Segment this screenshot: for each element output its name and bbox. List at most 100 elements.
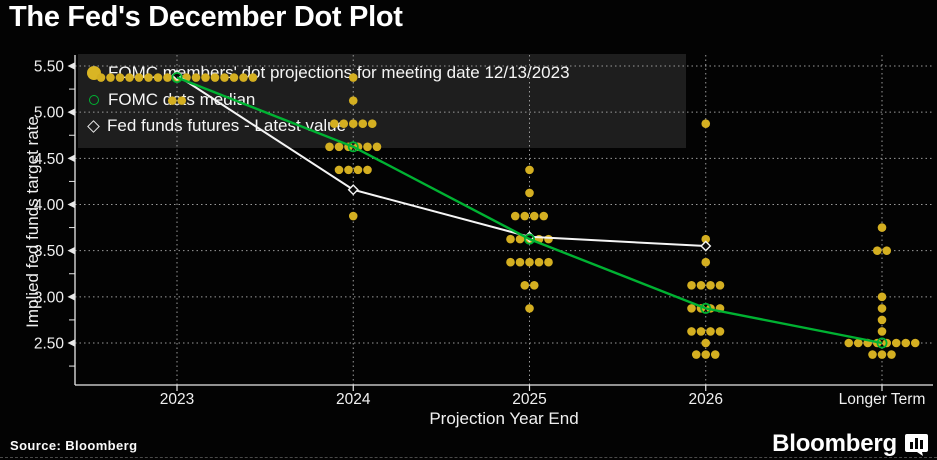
fomc-projection-dot: [715, 327, 725, 336]
median-circle-marker: [700, 302, 712, 314]
fomc-projection-dot: [153, 73, 163, 82]
median-circle-marker-icon: [89, 95, 99, 105]
fomc-projection-dot: [201, 73, 210, 82]
median-circle-marker: [876, 337, 888, 349]
fomc-projection-dot: [877, 304, 887, 313]
y-tick-label: 3.00: [34, 289, 65, 306]
fomc-projection-dot: [358, 119, 368, 129]
fomc-projection-dot: [887, 350, 896, 359]
y-major-tick: [67, 62, 75, 70]
chart-legend: FOMC members' dot projections for meetin…: [78, 54, 686, 148]
fomc-projection-dot: [844, 338, 854, 348]
fomc-projection-dot: [525, 165, 534, 175]
page-title: The Fed's December Dot Plot: [9, 1, 403, 33]
fomc-projection-dot: [701, 350, 711, 359]
fomc-projection-dot: [329, 119, 339, 129]
median-line: [176, 76, 883, 345]
fomc-projection-dot: [363, 142, 372, 152]
bloomberg-wordmark: Bloomberg: [772, 430, 897, 457]
fomc-projection-dot: [687, 327, 696, 336]
median-circle-marker: [524, 233, 535, 245]
fomc-projection-dot: [334, 142, 344, 152]
x-tick-label: 2025: [512, 391, 546, 408]
fomc-projection-dot: [372, 142, 382, 152]
median-circle-marker: [171, 72, 183, 83]
y-tick-label: 4.50: [34, 151, 65, 168]
fomc-projection-dot: [877, 350, 887, 359]
fomc-projection-dot: [701, 234, 711, 244]
fomc-projection-dot: [248, 73, 258, 82]
fomc-projection-dot: [701, 338, 711, 348]
fomc-projection-dot: [515, 234, 525, 244]
x-tick-label: 2024: [336, 391, 371, 408]
fomc-projection-dot: [539, 211, 549, 221]
fomc-projection-dot: [891, 338, 901, 348]
fomc-projection-dot: [525, 257, 534, 267]
fomc-projection-dot: [544, 234, 553, 244]
fomc-projection-dot: [125, 73, 134, 82]
fomc-projection-dot: [115, 73, 125, 82]
y-major-tick: [67, 108, 75, 116]
fomc-projection-dot: [210, 73, 220, 82]
bloomberg-logo: Bloomberg: [772, 430, 929, 458]
fomc-projection-dot: [134, 73, 144, 82]
fomc-projection-dot: [687, 280, 696, 290]
fomc-projection-dot: [710, 350, 720, 359]
fomc-projection-dot: [706, 327, 715, 336]
x-tick-label: Longer Term: [839, 391, 926, 408]
y-tick-label: 3.50: [34, 243, 65, 260]
y-tick-label: 5.50: [34, 59, 65, 76]
fomc-projection-dot: [229, 73, 239, 82]
fomc-projection-dot: [877, 327, 887, 336]
fomc-projection-dot: [691, 350, 701, 359]
y-tick-label: 5.00: [34, 105, 65, 122]
fomc-projection-dot: [687, 304, 696, 313]
fomc-projection-dot: [506, 234, 515, 244]
fomc-projection-dot: [506, 257, 515, 267]
fomc-projection-dot: [177, 96, 187, 105]
fomc-projection-dot: [363, 165, 372, 175]
fomc-projection-dot: [525, 304, 534, 313]
fomc-projection-dot: [510, 211, 520, 221]
bloomberg-chart-bubble-icon: [905, 433, 928, 456]
fomc-projection-dot: [872, 246, 882, 255]
futures-diamond-marker: [700, 240, 712, 252]
fomc-projection-dot: [339, 119, 349, 129]
fomc-projection-dot: [877, 315, 887, 325]
fomc-projection-dot: [520, 211, 530, 221]
fomc-projection-dot: [106, 73, 115, 82]
fomc-projection-dot: [544, 257, 553, 267]
y-major-tick: [67, 200, 75, 209]
fomc-projection-dot: [696, 280, 706, 290]
fomc-projection-dot: [882, 246, 892, 255]
y-major-tick: [67, 154, 75, 163]
fomc-projection-dot: [325, 142, 334, 152]
fomc-projection-dot: [877, 223, 887, 232]
fomc-projection-dot: [334, 165, 344, 175]
fomc-projection-dot: [167, 96, 177, 105]
futures-line: [176, 74, 706, 248]
fomc-projection-dot: [239, 73, 248, 82]
fomc-projection-dot: [701, 257, 711, 267]
fomc-projection-dot: [144, 73, 153, 82]
fomc-projection-dot: [696, 327, 706, 336]
fomc-projection-dot: [348, 96, 358, 105]
source-attribution: Source: Bloomberg: [10, 438, 138, 453]
fomc-projection-dot: [853, 338, 863, 348]
median-circle-marker: [347, 141, 359, 153]
fomc-projection-dot: [348, 73, 358, 82]
fomc-projection-dot: [715, 280, 725, 290]
fomc-projection-dot: [96, 73, 106, 82]
fomc-projection-dot: [706, 280, 715, 290]
fomc-projection-dot: [868, 350, 877, 359]
y-major-tick: [67, 339, 75, 347]
futures-diamond-marker: [347, 184, 359, 196]
fomc-projection-dot: [353, 165, 363, 175]
fomc-projection-dot: [877, 292, 887, 302]
fomc-projection-dot: [348, 211, 358, 221]
fomc-projection-dot: [367, 119, 377, 129]
y-major-tick: [67, 246, 75, 255]
x-axis-title: Projection Year End: [429, 409, 579, 428]
